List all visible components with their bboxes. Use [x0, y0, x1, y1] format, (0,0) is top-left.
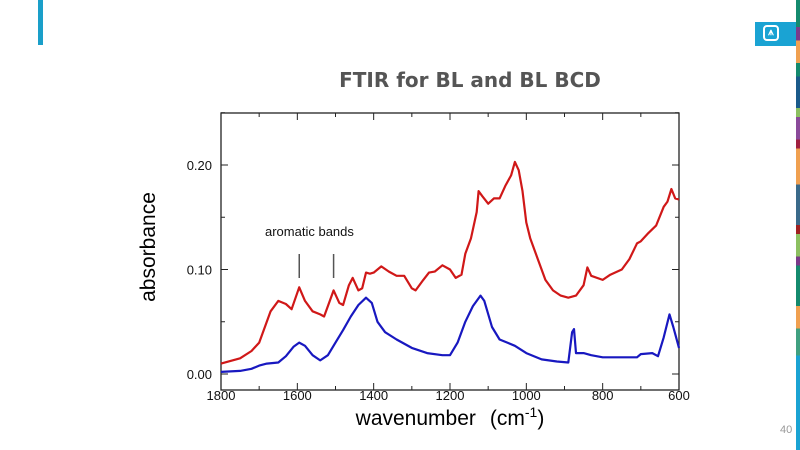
page-number: 40 — [780, 424, 793, 436]
x-tick-label: 1200 — [436, 388, 465, 403]
thunderbird-logo-icon: ⩚ — [763, 25, 779, 41]
series-line-bl — [220, 160, 680, 365]
x-tick-label: 1000 — [512, 388, 541, 403]
x-axis-label-part: ) — [537, 407, 544, 430]
x-tick-label: 800 — [592, 388, 614, 403]
plot-frame — [220, 112, 680, 391]
x-tick-label: 1600 — [283, 388, 312, 403]
annotation-label: aromatic bands — [265, 224, 354, 239]
logo-box: ⩚ — [755, 22, 799, 46]
series-line-bl-bcd — [220, 294, 681, 373]
x-axis-label-part: wavenumber — [355, 407, 476, 430]
y-axis-label: absorbance — [137, 192, 160, 302]
y-tick-label: 0.10 — [187, 263, 212, 278]
x-tick-label: 600 — [668, 388, 690, 403]
x-tick-label: 1800 — [207, 388, 236, 403]
accent-bar — [38, 0, 43, 45]
x-tick-label: 1400 — [359, 388, 388, 403]
y-tick-label: 0.20 — [187, 158, 212, 173]
slide-title: FTIR for BL and BL BCD — [339, 68, 601, 92]
x-axis-label: wavenumber (cm-1) — [355, 404, 545, 430]
decorative-color-strip — [796, 0, 800, 450]
x-axis-label-part: (cm — [490, 407, 525, 430]
y-tick-label: 0.00 — [187, 367, 212, 382]
x-axis-label-part: -1 — [525, 404, 538, 420]
